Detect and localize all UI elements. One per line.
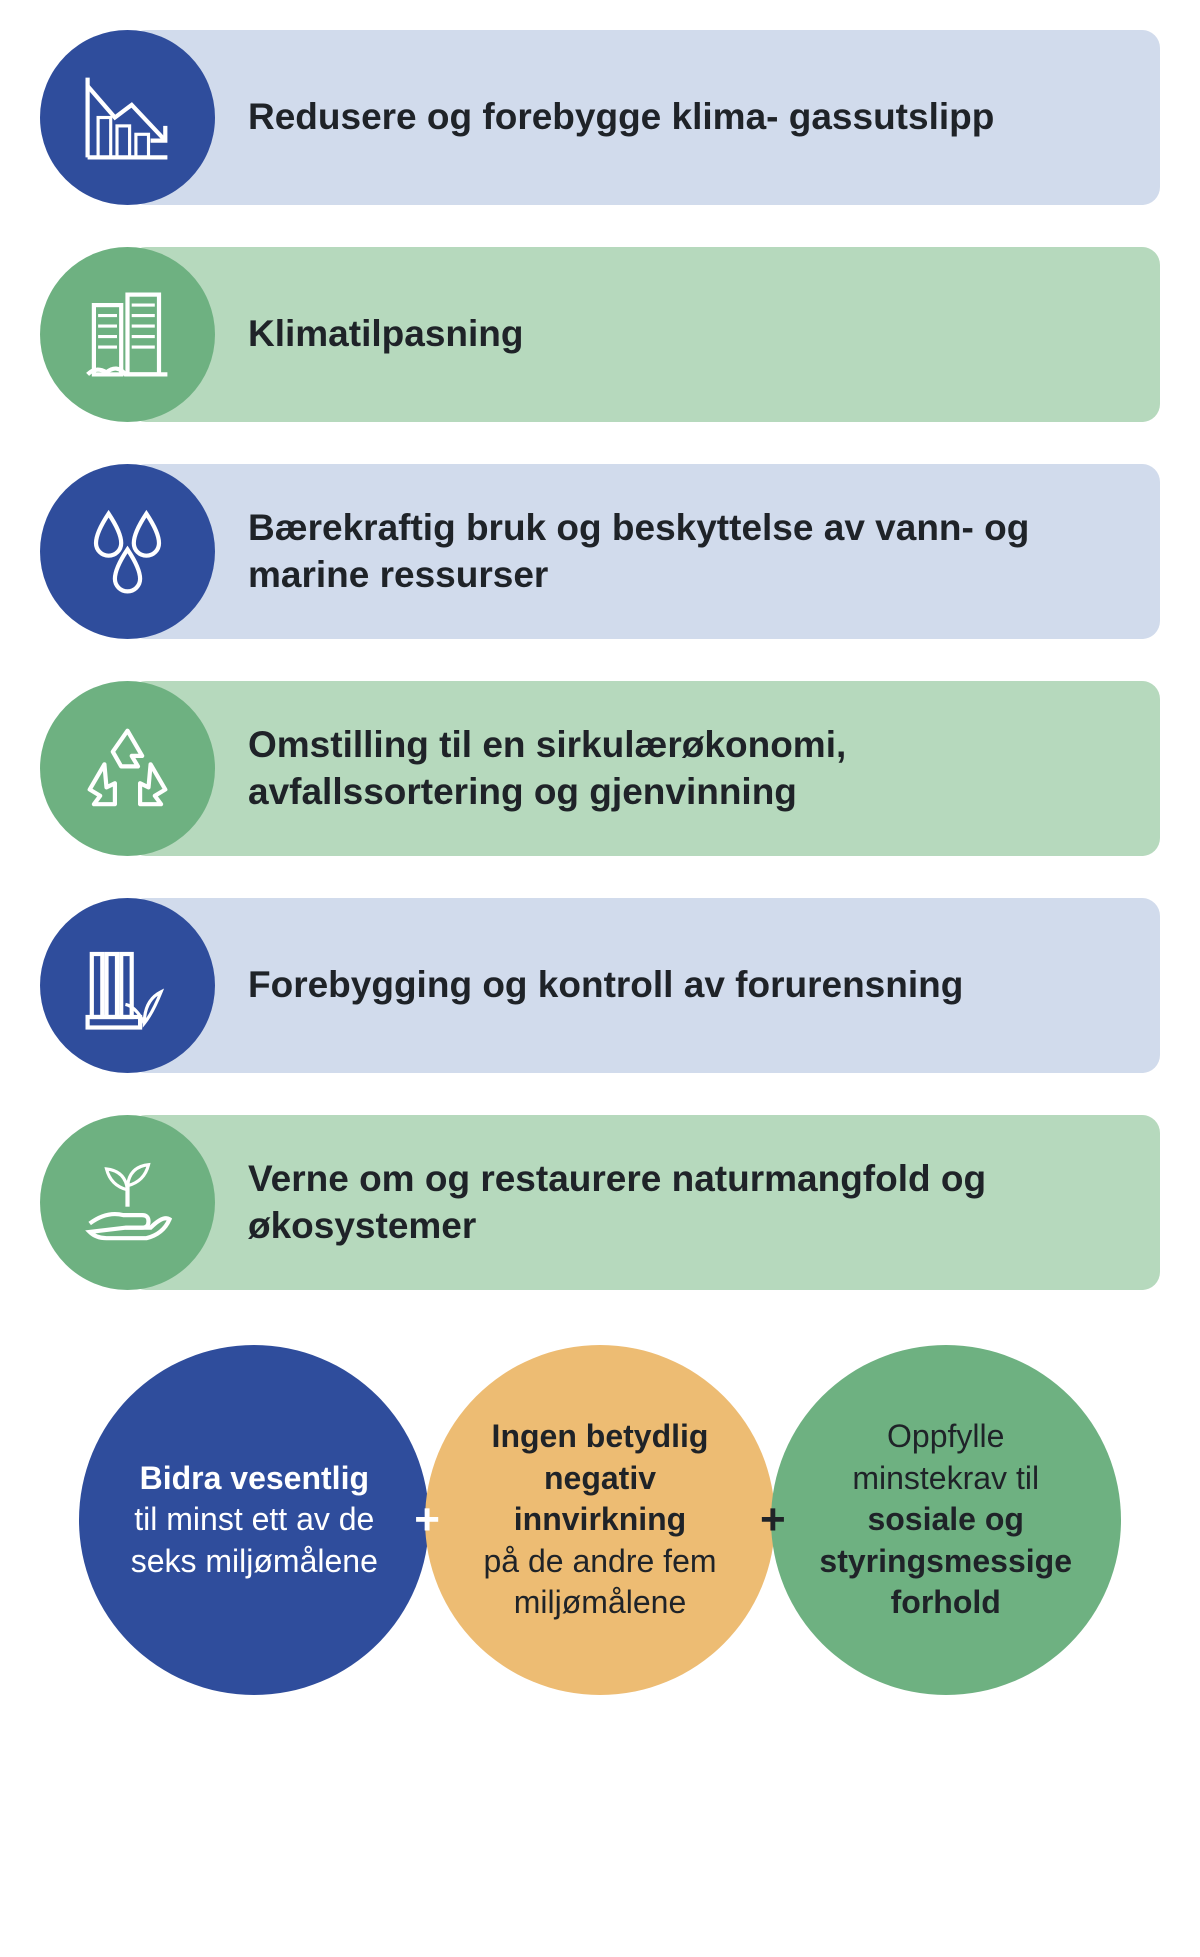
- plant-hand-icon: [75, 1150, 180, 1255]
- factory-leaf-icon: [75, 933, 180, 1038]
- goal-circle: [40, 464, 215, 639]
- criteria-circle-3: Oppfylle minstekrav til sosiale og styri…: [771, 1345, 1121, 1695]
- goal-row-6: Verne om og restaurere naturmangfold og …: [40, 1115, 1160, 1290]
- buildings-icon: [75, 282, 180, 387]
- plus-icon: +: [760, 1495, 786, 1545]
- goal-label: Redusere og forebygge klima- gassutslipp: [248, 94, 994, 140]
- criteria-text: Bidra vesentligtil minst ett av de seks …: [119, 1458, 389, 1583]
- goal-circle: [40, 681, 215, 856]
- environmental-goals-list: Redusere og forebygge klima- gassutslipp…: [40, 30, 1160, 1290]
- goal-circle: [40, 247, 215, 422]
- goal-circle: [40, 1115, 215, 1290]
- goal-circle: [40, 30, 215, 205]
- plus-icon: +: [414, 1495, 440, 1545]
- goal-circle: [40, 898, 215, 1073]
- goal-row-3: Bærekraftig bruk og beskyttelse av vann-…: [40, 464, 1160, 639]
- recycle-icon: [75, 716, 180, 821]
- goal-label: Verne om og restaurere naturmangfold og …: [248, 1156, 1120, 1249]
- criteria-row: Bidra vesentligtil minst ett av de seks …: [40, 1345, 1160, 1695]
- criteria-circle-2: Ingen betydlig negativ innvirkningpå de …: [425, 1345, 775, 1695]
- chart-down-icon: [75, 65, 180, 170]
- goal-row-5: Forebygging og kontroll av forurensning: [40, 898, 1160, 1073]
- goal-row-1: Redusere og forebygge klima- gassutslipp: [40, 30, 1160, 205]
- goal-label: Omstilling til en sirkulærøkonomi, avfal…: [248, 722, 1120, 815]
- goal-label: Forebygging og kontroll av forurensning: [248, 962, 963, 1008]
- goal-label: Bærekraftig bruk og beskyttelse av vann-…: [248, 505, 1120, 598]
- water-drops-icon: [75, 499, 180, 604]
- goal-row-4: Omstilling til en sirkulærøkonomi, avfal…: [40, 681, 1160, 856]
- goal-row-2: Klimatilpasning: [40, 247, 1160, 422]
- goal-label: Klimatilpasning: [248, 311, 523, 357]
- criteria-circle-1: Bidra vesentligtil minst ett av de seks …: [79, 1345, 429, 1695]
- criteria-text: Oppfylle minstekrav til sosiale og styri…: [811, 1416, 1081, 1624]
- criteria-text: Ingen betydlig negativ innvirkningpå de …: [465, 1416, 735, 1624]
